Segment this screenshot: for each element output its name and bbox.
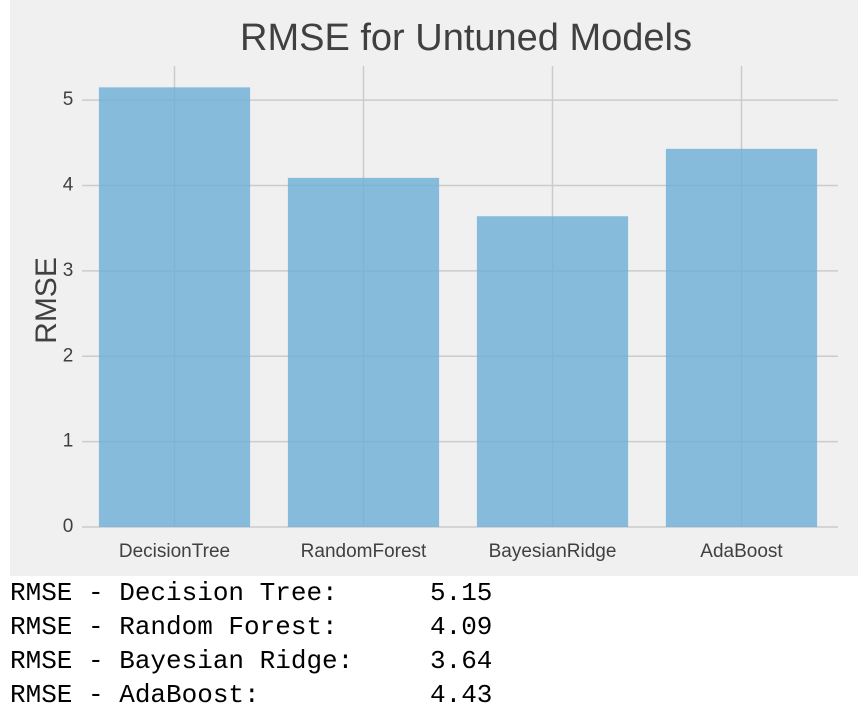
y-tick-label: 5 (63, 89, 74, 110)
output-label: RMSE - Decision Tree: (10, 578, 338, 608)
y-tick-label: 3 (63, 260, 74, 281)
bar-adaboost (665, 148, 818, 527)
rmse-output-text: RMSE - Decision Tree: 5.15 RMSE - Random… (10, 576, 850, 712)
bars (98, 87, 818, 528)
chart-title: RMSE for Untuned Models (240, 17, 692, 59)
output-value: 4.43 (430, 680, 493, 710)
rmse-bar-chart: RMSE for Untuned Models RMSE 0 1 2 3 4 5 Deci… (10, 0, 858, 576)
bar-bayesianridge (476, 216, 629, 528)
x-tick-labels: DecisionTree RandomForest BayesianRidge Ada… (119, 541, 784, 562)
output-value: 3.64 (430, 646, 493, 676)
output-line-bayesian-ridge: RMSE - Bayesian Ridge: 3.64 (10, 644, 850, 678)
output-value: 4.09 (430, 612, 493, 642)
x-tick-label: AdaBoost (700, 541, 783, 562)
x-tick-label: BayesianRidge (489, 541, 617, 562)
output-line-decision-tree: RMSE - Decision Tree: 5.15 (10, 576, 850, 610)
chart-svg: RMSE for Untuned Models RMSE 0 1 2 3 4 5 Deci… (30, 17, 838, 562)
bar-decisiontree (98, 87, 251, 527)
x-tick-label: DecisionTree (119, 541, 230, 562)
y-tick-labels: 0 1 2 3 4 5 (63, 89, 74, 537)
y-tick-label: 0 (63, 516, 74, 537)
y-axis-label: RMSE (30, 257, 63, 344)
output-line-random-forest: RMSE - Random Forest: 4.09 (10, 610, 850, 644)
y-tick-label: 1 (63, 431, 74, 452)
output-label: RMSE - Bayesian Ridge: (10, 646, 354, 676)
y-tick-label: 4 (63, 175, 74, 196)
output-label: RMSE - Random Forest: (10, 612, 338, 642)
output-label: RMSE - AdaBoost: (10, 680, 260, 710)
x-tick-label: RandomForest (301, 541, 427, 562)
output-value: 5.15 (430, 578, 493, 608)
bar-randomforest (287, 177, 440, 527)
output-line-adaboost: RMSE - AdaBoost: 4.43 (10, 678, 850, 712)
y-tick-label: 2 (63, 345, 74, 366)
